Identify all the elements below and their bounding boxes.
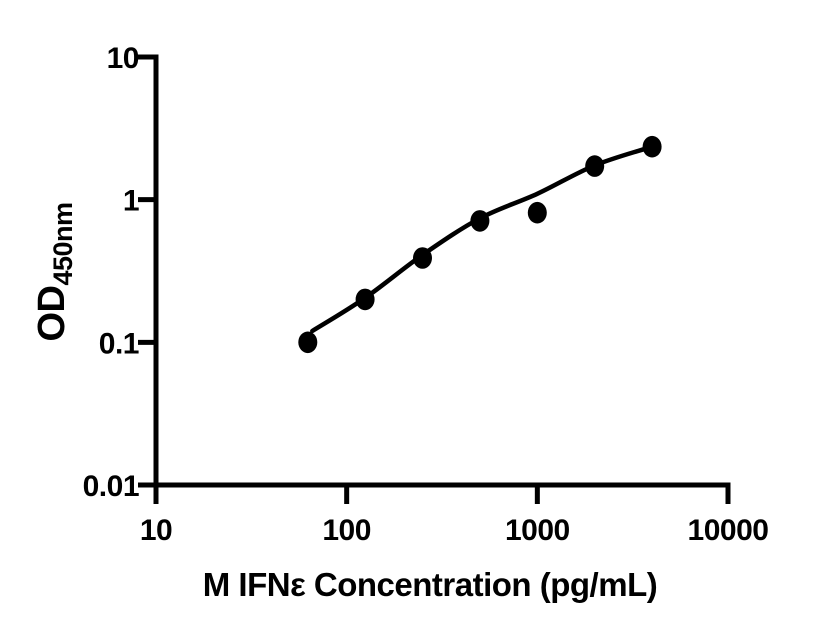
- axes-group: [153, 54, 731, 488]
- data-point-1000: [527, 201, 547, 224]
- y-axis-title: OD450nm: [31, 202, 78, 341]
- data-point-250: [413, 247, 432, 269]
- ticks-group: [138, 54, 731, 504]
- y-tick-label-10: 10: [107, 42, 139, 75]
- data-point-62.5: [298, 331, 318, 354]
- data-point-500: [470, 210, 490, 232]
- x-tick-label-10: 10: [140, 514, 172, 547]
- x-tick-label-100: 100: [322, 514, 371, 547]
- y-axis-title-main: OD: [31, 286, 73, 342]
- y-tick-label-0.01: 0.01: [83, 470, 139, 503]
- data-point-2000: [585, 155, 605, 177]
- x-axis-title: M IFNε Concentration (pg/mL): [203, 566, 657, 603]
- x-tick-label-10000: 10000: [688, 514, 769, 547]
- y-tick-label-1: 1: [123, 185, 139, 218]
- data-point-4000: [642, 135, 662, 158]
- y-axis-title-subscript: 450nm: [48, 202, 78, 285]
- tick-labels-group: 10 100 1000 10000 10 1 0.1 0.01: [83, 42, 769, 547]
- y-tick-label-0.1: 0.1: [99, 327, 139, 360]
- x-tick-label-1000: 1000: [505, 514, 570, 547]
- data-point-125: [355, 288, 375, 311]
- plot-group: [298, 135, 662, 354]
